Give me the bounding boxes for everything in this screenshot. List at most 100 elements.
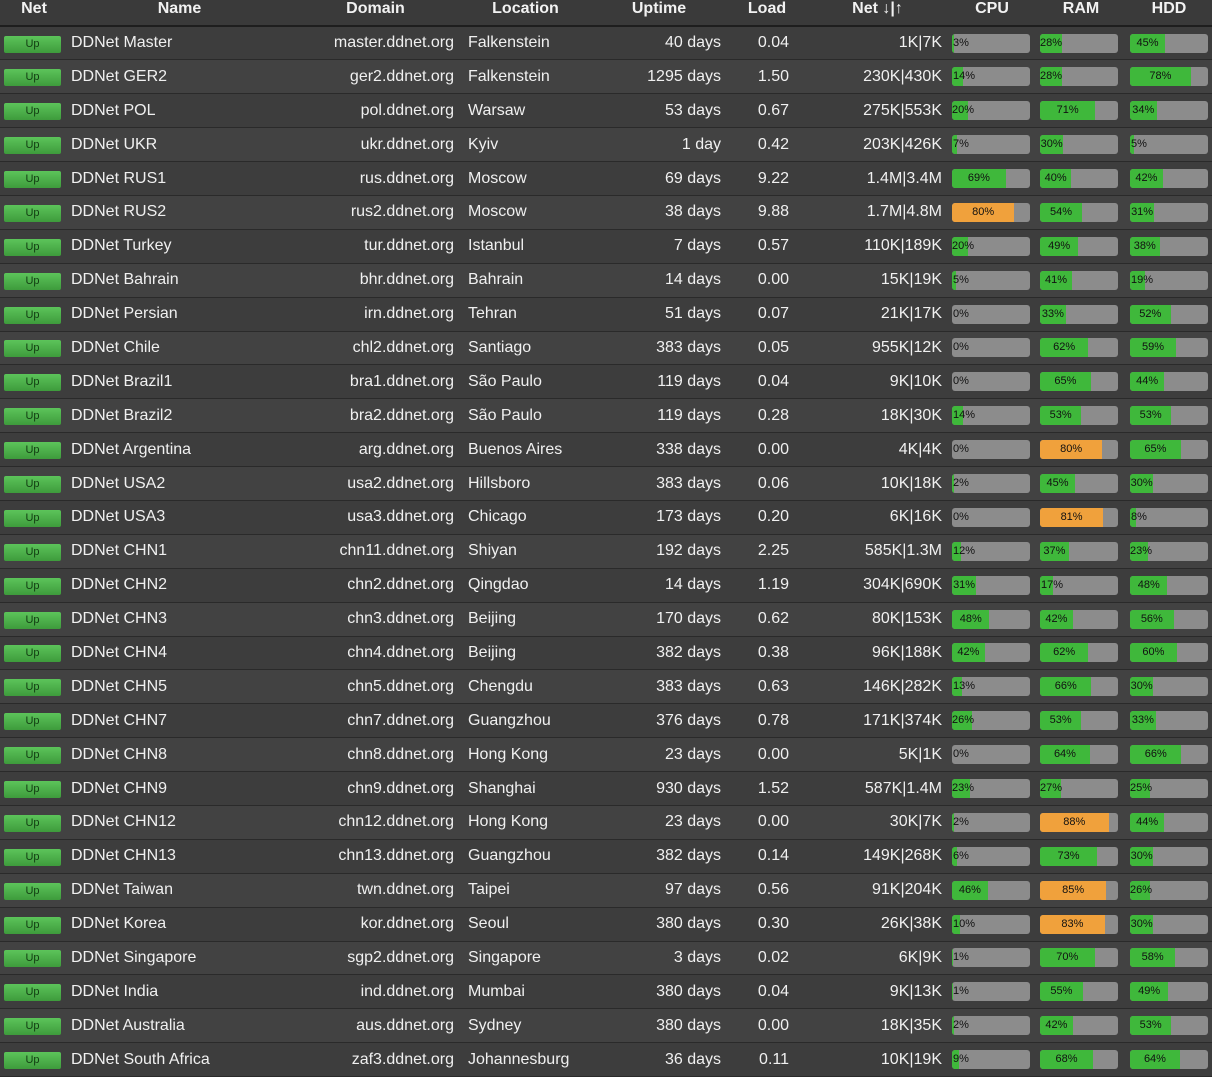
cpu-cell: 5% — [948, 263, 1036, 297]
ram-usage-label: 83% — [1061, 917, 1084, 930]
server-location: Hong Kong — [468, 745, 549, 763]
header-netio[interactable]: Net ↓|↑ — [807, 0, 948, 27]
status-up-badge[interactable]: Up — [4, 950, 61, 968]
ram-usage-bar: 49% — [1040, 236, 1118, 256]
status-up-badge[interactable]: Up — [4, 781, 61, 799]
server-load: 0.28 — [757, 406, 789, 424]
status-up-badge[interactable]: Up — [4, 476, 61, 494]
status-up-badge[interactable]: Up — [4, 747, 61, 765]
server-net-traffic: 171K|374K — [863, 711, 942, 729]
status-up-badge[interactable]: Up — [4, 272, 61, 290]
status-up-badge[interactable]: Up — [4, 408, 61, 426]
server-domain: twn.ddnet.org — [357, 881, 454, 899]
status-up-badge[interactable]: Up — [4, 509, 61, 527]
status-up-badge[interactable]: Up — [4, 1018, 61, 1036]
hdd-usage-bar: 45% — [1130, 33, 1208, 53]
server-net-traffic: 203K|426K — [863, 135, 942, 153]
status-up-badge[interactable]: Up — [4, 238, 61, 256]
cpu-usage-bar: 46% — [952, 880, 1030, 900]
server-location: Sydney — [468, 1016, 522, 1034]
header-uptime[interactable]: Uptime — [591, 0, 727, 27]
hdd-usage-fill — [1130, 33, 1166, 53]
hdd-cell: 30% — [1126, 839, 1212, 873]
status-up-badge[interactable]: Up — [4, 35, 61, 53]
cpu-usage-bar: 3% — [952, 33, 1030, 53]
hdd-usage-bar: 5% — [1130, 135, 1208, 155]
server-name: DDNet Brazil2 — [71, 406, 173, 424]
status-up-badge[interactable]: Up — [4, 374, 61, 392]
header-net[interactable]: Net — [0, 0, 68, 27]
status-up-badge[interactable]: Up — [4, 984, 61, 1002]
ram-usage-label: 40% — [1044, 172, 1067, 184]
status-up-badge[interactable]: Up — [4, 611, 61, 629]
header-ram[interactable]: RAM — [1036, 0, 1126, 27]
status-up-badge[interactable]: Up — [4, 204, 61, 222]
status-up-badge[interactable]: Up — [4, 543, 61, 561]
server-uptime: 192 days — [656, 542, 721, 560]
header-load[interactable]: Load — [727, 0, 807, 27]
server-net-traffic: 10K|19K — [880, 1050, 942, 1068]
status-up-badge[interactable]: Up — [4, 882, 61, 900]
status-up-badge[interactable]: Up — [4, 713, 61, 731]
status-up-badge[interactable]: Up — [4, 340, 61, 358]
hdd-usage-fill — [1130, 406, 1172, 426]
server-load: 0.42 — [757, 135, 789, 153]
hdd-cell: 30% — [1126, 467, 1212, 501]
cpu-usage-fill — [952, 202, 1015, 222]
cpu-usage-bar: 0% — [952, 304, 1030, 324]
hdd-usage-bar: 59% — [1130, 338, 1208, 358]
status-up-badge[interactable]: Up — [4, 442, 61, 460]
hdd-usage-label: 49% — [1138, 985, 1161, 998]
server-uptime: 173 days — [656, 508, 721, 526]
server-name: DDNet UKR — [71, 135, 158, 153]
server-uptime: 338 days — [656, 440, 721, 458]
status-up-badge[interactable]: Up — [4, 577, 61, 595]
server-location: São Paulo — [468, 406, 542, 424]
header-domain[interactable]: Domain — [291, 0, 460, 27]
server-uptime: 382 days — [656, 643, 721, 661]
status-up-badge[interactable]: Up — [4, 916, 61, 934]
table-row: Up DDNet Turkey tur.ddnet.org Istanbul 7 day… — [0, 229, 1212, 264]
server-load: 0.00 — [757, 1016, 789, 1034]
status-up-badge[interactable]: Up — [4, 814, 61, 832]
hdd-cell: 19% — [1126, 263, 1212, 297]
header-hdd[interactable]: HDD — [1126, 0, 1212, 27]
cpu-usage-label: 12% — [953, 544, 976, 557]
cpu-usage-bar: 14% — [952, 67, 1030, 87]
cpu-cell: 20% — [948, 229, 1036, 263]
header-location[interactable]: Location — [460, 0, 591, 27]
ram-usage-bar: 66% — [1040, 677, 1118, 697]
server-uptime: 3 days — [673, 948, 721, 966]
status-up-badge[interactable]: Up — [4, 171, 61, 188]
server-domain: usa3.ddnet.org — [347, 508, 454, 526]
cpu-usage-bar: 20% — [952, 236, 1030, 256]
server-load: 0.63 — [757, 677, 789, 695]
status-up-badge[interactable]: Up — [4, 848, 61, 866]
status-up-badge[interactable]: Up — [4, 679, 61, 697]
status-up-badge[interactable]: Up — [4, 103, 61, 121]
server-load: 0.06 — [757, 474, 789, 492]
ram-cell: 64% — [1036, 738, 1126, 772]
status-up-badge[interactable]: Up — [4, 1052, 61, 1070]
server-domain: bra1.ddnet.org — [349, 372, 454, 390]
header-name[interactable]: Name — [68, 0, 291, 27]
status-up-badge[interactable]: Up — [4, 645, 61, 663]
server-net-traffic: 10K|18K — [880, 474, 942, 492]
hdd-usage-label: 25% — [1130, 782, 1153, 795]
ram-usage-bar: 28% — [1040, 33, 1118, 53]
server-net-traffic: 110K|189K — [864, 237, 942, 255]
server-load: 0.04 — [757, 372, 789, 390]
cpu-usage-fill — [952, 711, 973, 731]
cpu-usage-bar: 31% — [952, 575, 1030, 595]
status-up-badge[interactable]: Up — [4, 137, 61, 155]
server-name: DDNet CHN12 — [71, 813, 176, 831]
header-cpu[interactable]: CPU — [948, 0, 1036, 27]
status-up-badge[interactable]: Up — [4, 69, 61, 87]
table-row: Up DDNet USA3 usa3.ddnet.org Chicago 173 day… — [0, 500, 1212, 535]
cpu-usage-label: 6% — [953, 849, 969, 862]
cpu-cell: 3% — [948, 26, 1036, 60]
status-up-badge[interactable]: Up — [4, 306, 61, 324]
server-net-traffic: 1.4M|3.4M — [866, 169, 942, 187]
ram-usage-fill — [1040, 33, 1062, 53]
cpu-usage-fill — [952, 677, 963, 697]
